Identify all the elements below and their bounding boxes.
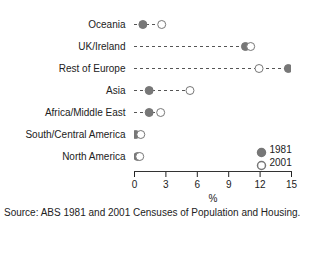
svg-text:North America: North America [62, 151, 126, 162]
svg-text:Asia: Asia [106, 85, 126, 96]
svg-text:15: 15 [286, 179, 298, 190]
svg-text:6: 6 [195, 179, 201, 190]
svg-text:Africa/Middle East: Africa/Middle East [45, 107, 126, 118]
svg-text:2001: 2001 [270, 157, 293, 168]
svg-text:0: 0 [132, 179, 138, 190]
svg-text:Oceania: Oceania [88, 19, 126, 30]
svg-text:3: 3 [163, 179, 169, 190]
svg-text:South/Central America: South/Central America [25, 129, 125, 140]
svg-text:%: % [209, 193, 218, 204]
html-text:Source: ABS 1981 and 2001 Cens: Source: ABS 1981 and 2001 Censuses of Po… [4, 207, 301, 218]
svg-text:UK/Ireland: UK/Ireland [78, 41, 125, 52]
svg-text:12: 12 [255, 179, 267, 190]
svg-text:1981: 1981 [270, 144, 293, 155]
svg-text:9: 9 [226, 179, 232, 190]
svg-text:Rest of Europe: Rest of Europe [59, 63, 126, 74]
